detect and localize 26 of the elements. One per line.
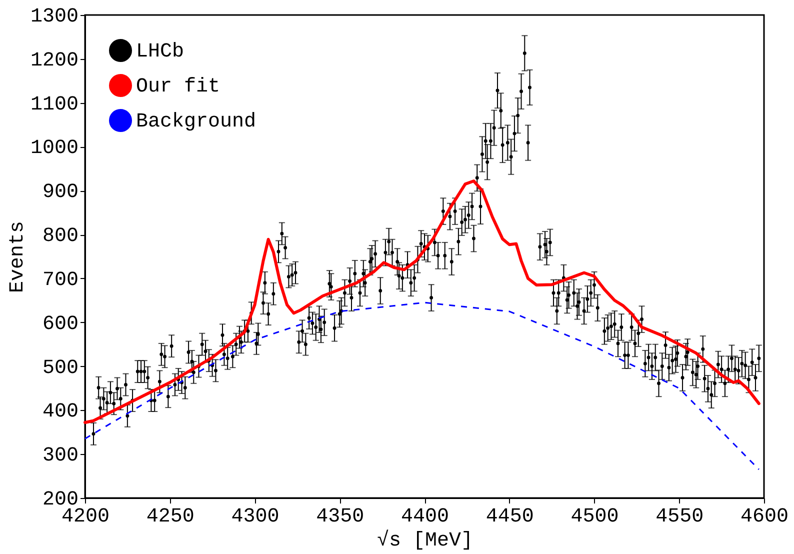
legend-label: Our fit xyxy=(136,76,220,98)
x-tick-label: 4350 xyxy=(316,506,364,528)
y-tick-label: 1200 xyxy=(30,49,78,72)
legend-label: LHCb xyxy=(136,40,184,64)
y-tick-label: 400 xyxy=(42,400,78,424)
legend-label: Background xyxy=(136,110,256,134)
y-tick-label: 1100 xyxy=(30,93,78,116)
y-tick-label: 500 xyxy=(42,356,78,380)
x-tick-label: 4400 xyxy=(400,506,450,528)
y-tick-label: 900 xyxy=(42,181,78,204)
y-tick-label: 1300 xyxy=(30,6,78,28)
y-tick-label: 700 xyxy=(42,268,78,292)
line-series xyxy=(84,302,760,470)
x-tick-label: 4500 xyxy=(570,506,619,528)
x-tick-label: 4550 xyxy=(656,506,704,528)
y-axis-title: Events xyxy=(6,220,30,294)
x-axis-title: √s [MeV] xyxy=(376,530,474,552)
x-tick-label: 4300 xyxy=(231,506,280,528)
x-tick-label: 4250 xyxy=(146,506,194,528)
x-tick-label: 4450 xyxy=(486,506,534,528)
x-tick-label: 4600 xyxy=(740,506,789,528)
line-series xyxy=(84,179,760,424)
y-tick-label: 1000 xyxy=(30,137,78,160)
y-tick-label: 600 xyxy=(42,312,78,336)
y-tick-label: 800 xyxy=(42,225,78,248)
y-tick-label: 300 xyxy=(42,444,78,468)
